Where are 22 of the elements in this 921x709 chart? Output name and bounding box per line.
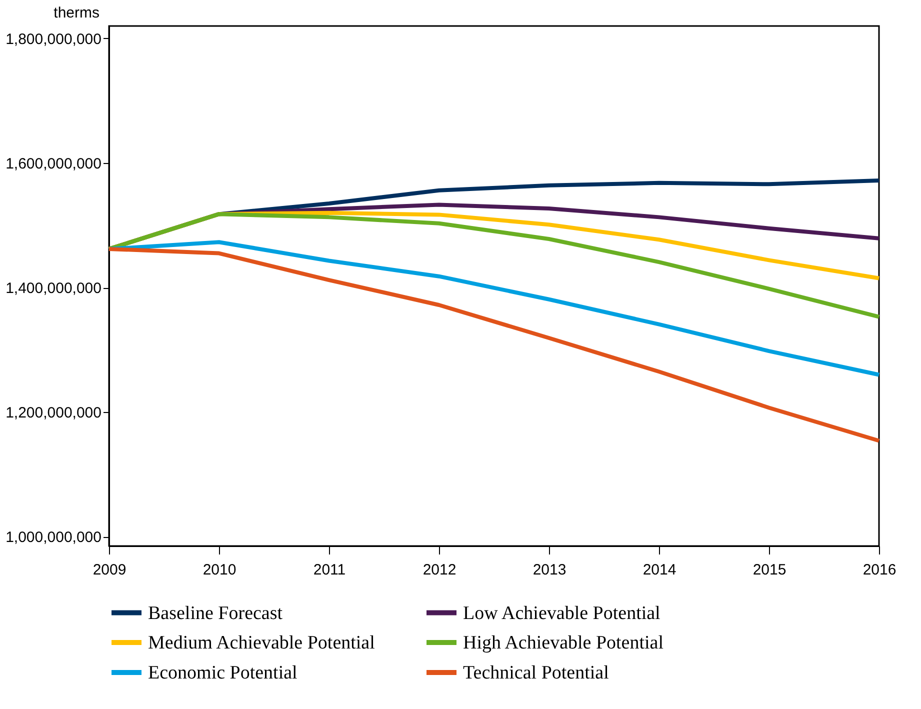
x-tick-label: 2012 (422, 562, 456, 578)
x-tick-label: 2013 (532, 562, 566, 578)
legend-label: Economic Potential (148, 662, 298, 684)
line-series (107, 212, 881, 319)
x-tick-label: 2009 (92, 562, 126, 578)
y-tick-label: 1,800,000,000 (6, 30, 102, 48)
legend-label: Low Achievable Potential (463, 602, 660, 624)
line-series (107, 246, 881, 443)
x-tick-label: 2010 (202, 562, 236, 578)
y-tick-label: 1,400,000,000 (6, 280, 102, 298)
y-axis-title: therms (54, 4, 100, 22)
y-tick-label: 1,000,000,000 (6, 529, 102, 546)
x-tick-label: 2016 (862, 562, 896, 578)
x-tick-label: 2015 (752, 562, 786, 578)
legend-label: Baseline Forecast (148, 602, 284, 624)
y-tick-label: 1,600,000,000 (6, 156, 102, 173)
y-tick-label: 1,200,000,000 (6, 404, 102, 422)
legend-label: Technical Potential (463, 662, 609, 684)
legend-label: Medium Achievable Potential (148, 632, 375, 654)
x-tick-label: 2011 (313, 562, 346, 578)
legend-label: High Achievable Potential (463, 632, 664, 654)
x-tick-label: 2014 (642, 562, 676, 578)
